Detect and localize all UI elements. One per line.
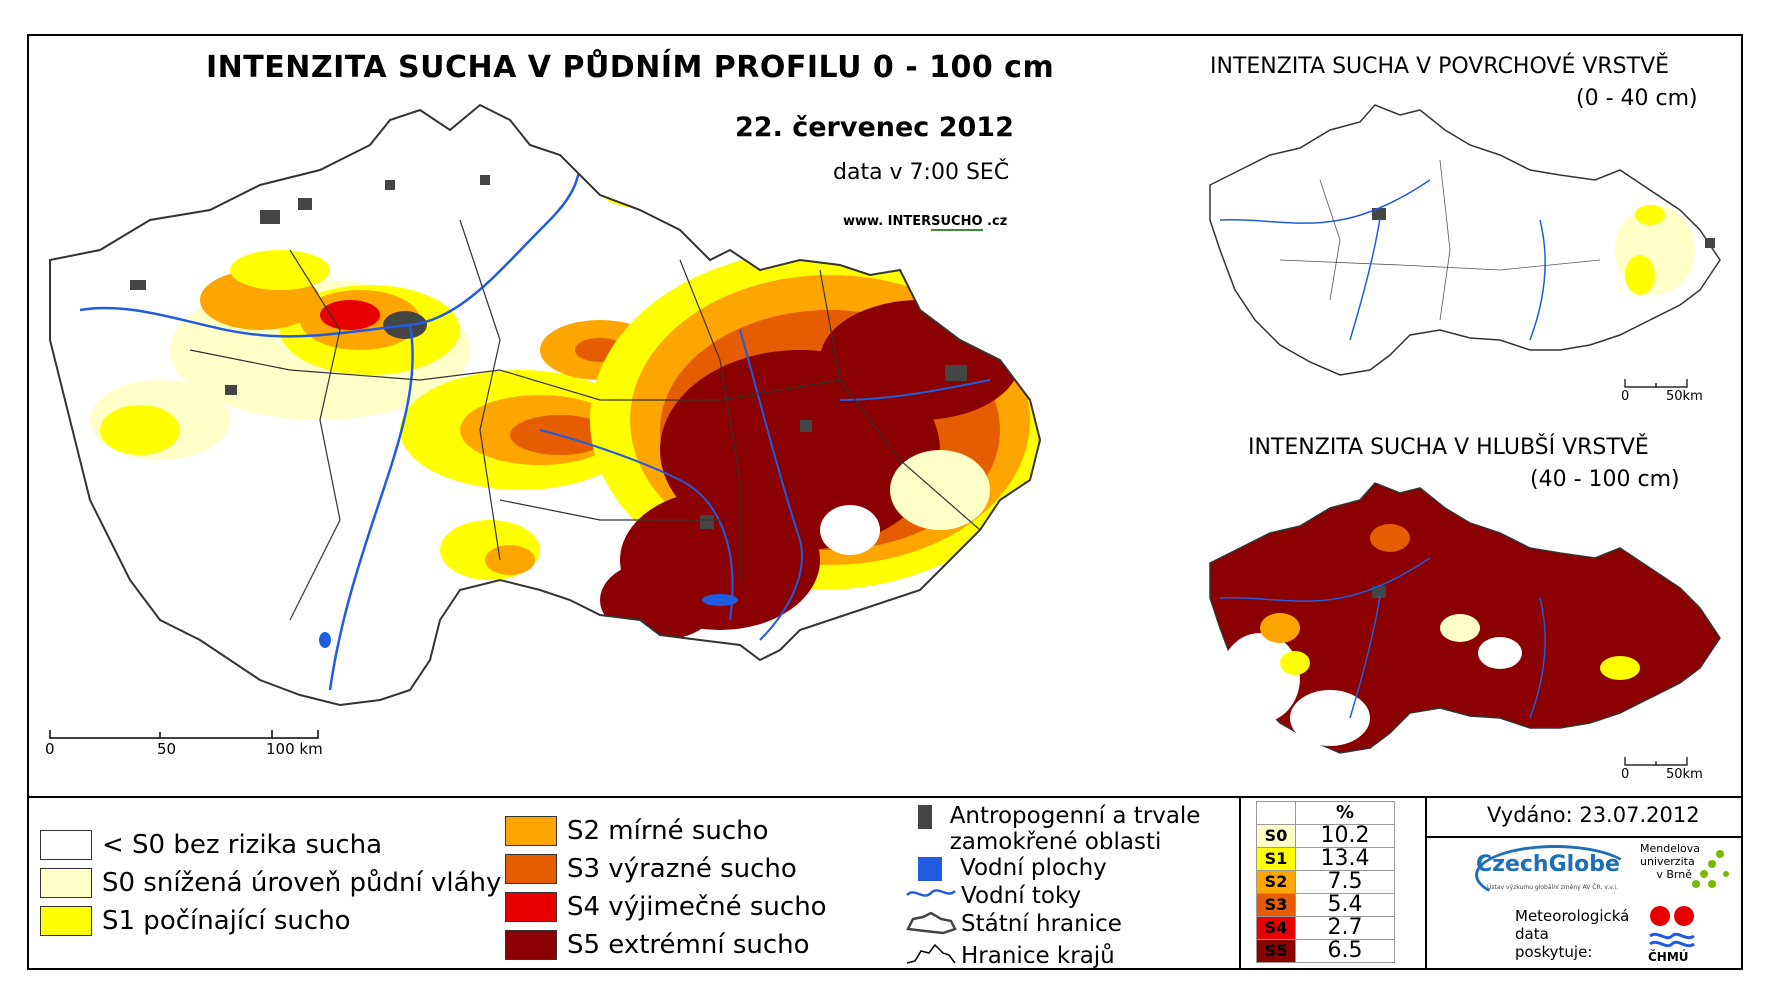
- legend-divider: [27, 796, 1743, 798]
- legend-item-s2: S2 mírné sucho: [505, 816, 769, 846]
- water-body-swatch-icon: [918, 857, 942, 881]
- main-scale-50: 50: [157, 740, 177, 758]
- legend-label-s4: S4 výjimečné sucho: [567, 892, 827, 922]
- legend-swatch-s2: [505, 816, 557, 846]
- inset-bottom-title: INTENZITA SUCHA V HLUBŠÍ VRSTVĚ: [1248, 435, 1649, 460]
- chmu-logo-label: ČHMÚ: [1648, 950, 1689, 964]
- stats-value-s1: 13.4: [1295, 847, 1395, 871]
- legend-item-s3: S3 výrazné sucho: [505, 854, 797, 884]
- stats-code-s1: S1: [1256, 847, 1296, 871]
- inset-top-scale-end: 50km: [1666, 389, 1703, 404]
- stats-code-s5: S5: [1256, 939, 1296, 963]
- table-row: S4 2.7: [1256, 916, 1395, 940]
- legend-label-s0: S0 snížená úroveň půdní vláhy: [102, 868, 502, 898]
- inset-top-scale: [1624, 379, 1688, 388]
- legend-state-border: Státní hranice: [905, 911, 1122, 937]
- inset-top-scale-0: 0: [1621, 389, 1630, 404]
- legend-region-border-label: Hranice krajů: [961, 943, 1115, 969]
- main-scale-100: 100 km: [266, 740, 323, 758]
- legend-swatch-s5: [505, 930, 557, 960]
- czechglobe-subtitle: Ústav výzkumu globální změny AV ČR, v.v.…: [1487, 884, 1618, 891]
- legend-label-s3: S3 výrazné sucho: [567, 854, 797, 884]
- issued-date: Vydáno: 23.07.2012: [1487, 803, 1700, 827]
- inset-bottom-scale: [1624, 757, 1688, 766]
- website-prefix: www. INTER: [843, 214, 932, 229]
- table-row: S1 13.4: [1256, 847, 1395, 871]
- legend-label-s1: S1 počínající sucho: [102, 906, 351, 936]
- legend-item-s1: S1 počínající sucho: [40, 906, 351, 936]
- legend-label-s2: S2 mírné sucho: [567, 816, 769, 846]
- legend-swatch-s1: [40, 906, 92, 936]
- table-row: S2 7.5: [1256, 870, 1395, 894]
- legend-water-bodies-label: Vodní plochy: [960, 855, 1107, 881]
- website-link[interactable]: www. INTERSUCHO .cz: [843, 214, 1008, 231]
- legend-anthropogenic: Antropogenní a trvale zamokřené oblasti: [918, 803, 1218, 855]
- stats-header-percent: %: [1295, 801, 1395, 825]
- anthropogenic-swatch-icon: [918, 805, 932, 829]
- inset-bottom-scale-0: 0: [1621, 767, 1630, 782]
- stats-value-s2: 7.5: [1295, 870, 1395, 894]
- legend-state-border-label: Státní hranice: [961, 911, 1122, 937]
- main-scale-0: 0: [45, 740, 55, 758]
- stats-value-s3: 5.4: [1295, 893, 1395, 917]
- czechglobe-logo: CzechGlobe: [1476, 852, 1620, 877]
- legend-swatch-s0: [40, 868, 92, 898]
- stats-code-s2: S2: [1256, 870, 1296, 894]
- map-date: 22. červenec 2012: [735, 112, 1014, 143]
- chmu-logo-icon: [1649, 906, 1695, 948]
- mendel-logo-dots-icon: [1692, 850, 1729, 888]
- inset-bottom-scale-end: 50km: [1666, 767, 1703, 782]
- legend-anthropogenic-label: Antropogenní a trvale zamokřené oblasti: [949, 803, 1201, 855]
- legend-swatch-s3: [505, 854, 557, 884]
- drought-stats-table: % S0 10.2 S1 13.4 S2 7.5 S3 5.4 S4 2.7 S…: [1256, 801, 1395, 963]
- stats-header-blank: [1256, 801, 1296, 825]
- legend-water-bodies: Vodní plochy: [918, 855, 1107, 881]
- data-time: data v 7:00 SEČ: [833, 160, 1010, 185]
- website-suffix: .cz: [982, 214, 1008, 229]
- legend-label-s5: S5 extrémní sucho: [567, 930, 810, 960]
- table-row: S3 5.4: [1256, 893, 1395, 917]
- inset-top-title: INTENZITA SUCHA V POVRCHOVÉ VRSTVĚ: [1210, 54, 1670, 79]
- inset-top-map: [1209, 104, 1721, 376]
- legend-item-s5: S5 extrémní sucho: [505, 930, 810, 960]
- main-scale-bar: [49, 730, 319, 739]
- stats-value-s5: 6.5: [1295, 939, 1395, 963]
- legend-item-below-s0: < S0 bez rizika sucha: [40, 830, 382, 860]
- legend-swatch-s4: [505, 892, 557, 922]
- river-line-icon: [906, 889, 956, 897]
- stats-code-s4: S4: [1256, 916, 1296, 940]
- stats-value-s4: 2.7: [1295, 916, 1395, 940]
- main-title: INTENZITA SUCHA V PŮDNÍM PROFILU 0 - 100…: [206, 50, 1055, 85]
- legend-label-below-s0: < S0 bez rizika sucha: [102, 830, 383, 860]
- stats-code-s3: S3: [1256, 893, 1296, 917]
- legend-swatch-below-s0: [40, 830, 92, 860]
- legend-divider-v2: [1425, 796, 1427, 970]
- legend-divider-v1: [1239, 796, 1241, 970]
- czechglobe-logo-arc-icon: [1475, 845, 1635, 905]
- issued-divider: [1427, 836, 1743, 838]
- stats-code-s0: S0: [1256, 824, 1296, 848]
- state-border-icon: [906, 911, 957, 935]
- table-row: S0 10.2: [1256, 824, 1395, 848]
- stats-value-s0: 10.2: [1295, 824, 1395, 848]
- meteo-data-provider-label: Meteorologická data poskytuje:: [1515, 907, 1630, 961]
- website-brand: SUCHO: [931, 214, 983, 231]
- inset-bottom-map: [1209, 482, 1721, 754]
- inset-bottom-subtitle: (40 - 100 cm): [1530, 467, 1680, 492]
- legend-item-s4: S4 výjimečné sucho: [505, 892, 827, 922]
- legend-region-border: Hranice krajů: [905, 943, 1115, 969]
- region-border-icon: [906, 943, 956, 964]
- legend-rivers-label: Vodní toky: [961, 883, 1082, 909]
- table-row: S5 6.5: [1256, 939, 1395, 963]
- main-drought-map: [49, 103, 1042, 707]
- legend-item-s0: S0 snížená úroveň půdní vláhy: [40, 868, 501, 898]
- legend-rivers: Vodní toky: [905, 883, 1081, 909]
- inset-top-subtitle: (0 - 40 cm): [1576, 86, 1698, 111]
- mendel-university-label: Mendelova univerzita v Brně: [1640, 842, 1701, 881]
